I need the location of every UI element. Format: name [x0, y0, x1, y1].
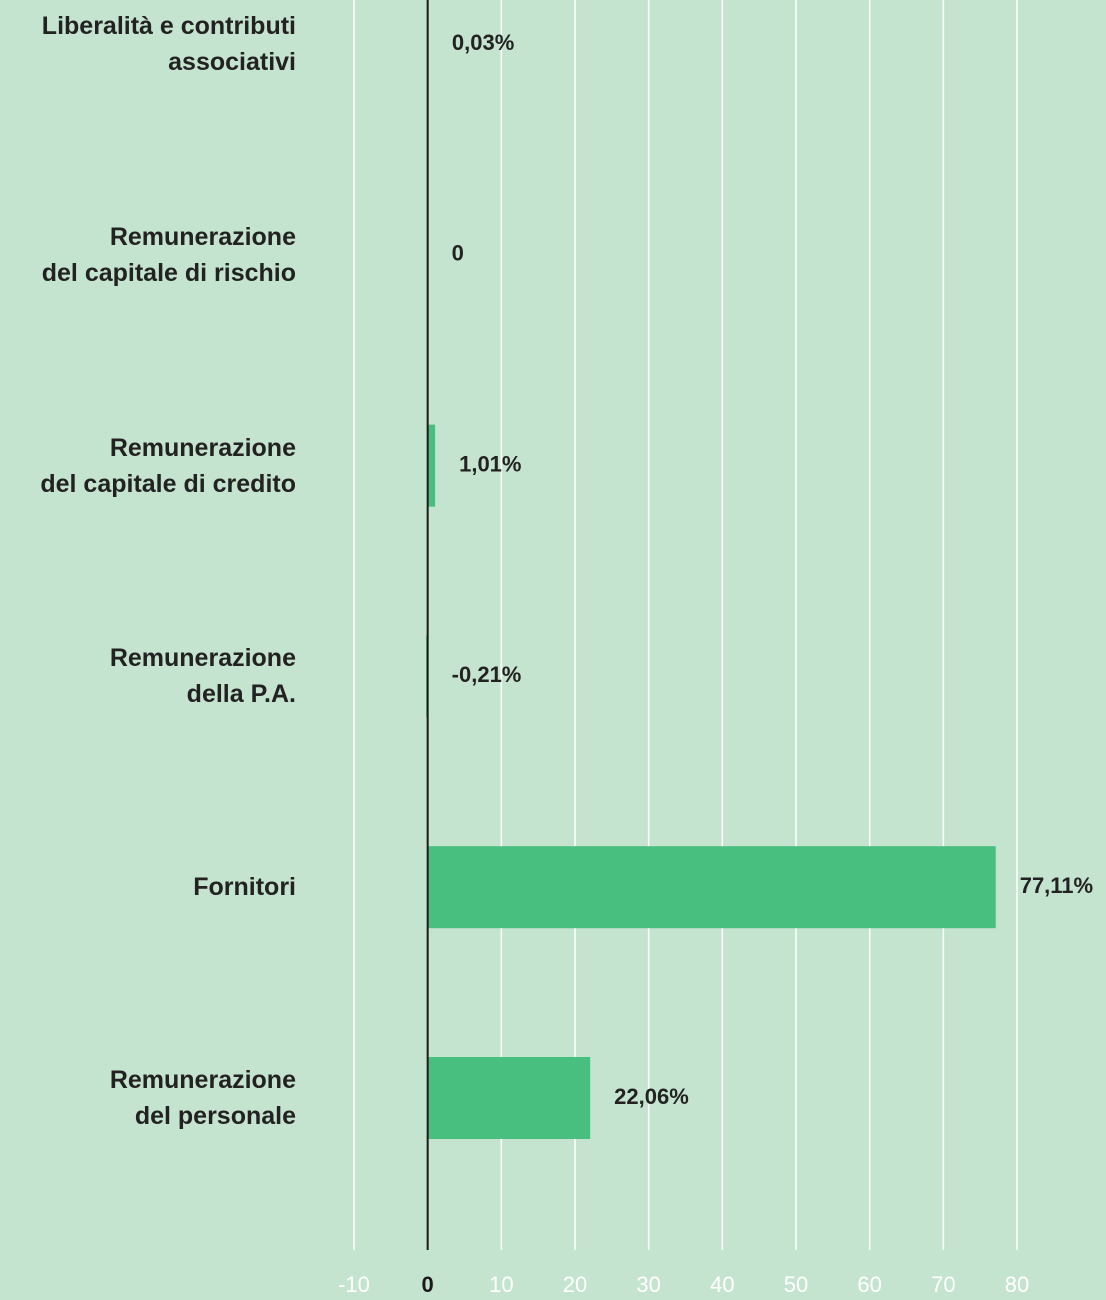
- value-label: 0,03%: [452, 30, 514, 55]
- value-label: 22,06%: [614, 1084, 689, 1109]
- bar: [427, 1057, 591, 1139]
- category-label: Liberalità e contributi associativi: [41, 12, 296, 76]
- x-tick-label: 20: [563, 1272, 587, 1297]
- x-tick-label: 50: [784, 1272, 808, 1297]
- value-label: 0: [452, 241, 464, 266]
- x-tick-label: 0: [422, 1272, 434, 1297]
- category-label: Remunerazione del capitale di rischio: [41, 222, 296, 287]
- x-tick-label: -10: [338, 1272, 370, 1297]
- category-label: Fornitori: [193, 873, 296, 902]
- category-label: Remunerazione della P.A.: [109, 644, 296, 709]
- x-tick-label: 40: [710, 1272, 734, 1297]
- value-label: 1,01%: [459, 451, 521, 476]
- x-tick-label: 10: [489, 1272, 513, 1297]
- x-tick-label: 70: [931, 1272, 955, 1297]
- x-tick-label: 60: [857, 1272, 881, 1297]
- x-tick-label: 80: [1005, 1272, 1029, 1297]
- category-label: Remunerazione del capitale di credito: [40, 433, 296, 498]
- category-label: Remunerazione del personale: [109, 1066, 296, 1130]
- bar: [427, 424, 436, 507]
- x-tick-label: 30: [636, 1272, 660, 1297]
- value-label: -0,21%: [452, 662, 522, 687]
- value-label: 77,11%: [1020, 873, 1093, 898]
- bar: [427, 846, 996, 929]
